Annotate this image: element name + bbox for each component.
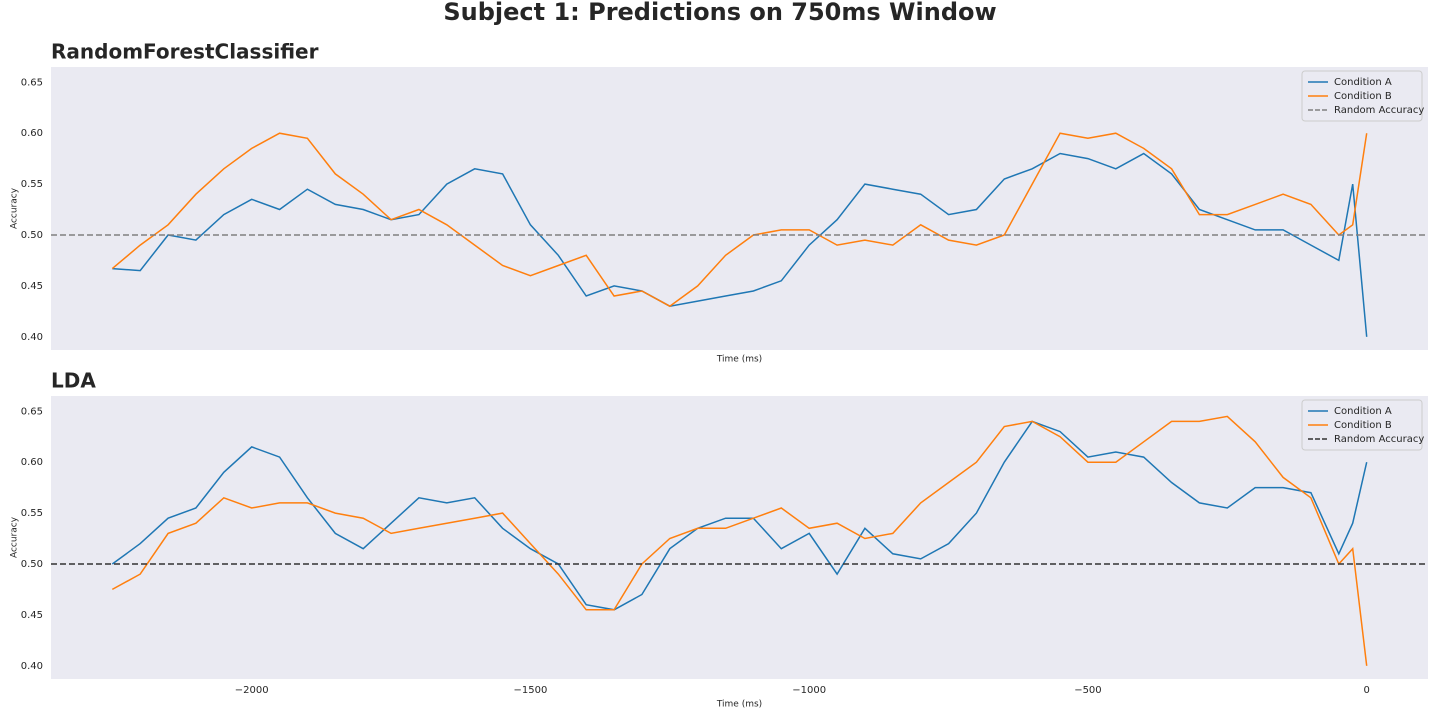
x-tick-label: −500 — [1074, 685, 1101, 696]
y-axis-label: Accuracy — [10, 187, 20, 229]
legend-label: Random Accuracy — [1334, 105, 1424, 116]
x-tick-label: −1000 — [792, 685, 826, 696]
legend-label: Condition A — [1334, 406, 1392, 417]
legend-label: Condition B — [1334, 420, 1392, 431]
x-axis-label: Time (ms) — [716, 700, 762, 710]
plot-area — [51, 67, 1428, 350]
y-tick-label: 0.65 — [21, 77, 43, 88]
x-tick-label: −2000 — [235, 685, 269, 696]
x-tick-label: −1500 — [514, 685, 548, 696]
y-tick-label: 0.60 — [21, 457, 43, 468]
y-tick-label: 0.40 — [21, 661, 43, 672]
y-tick-label: 0.50 — [21, 559, 43, 570]
y-tick-label: 0.65 — [21, 406, 43, 417]
figure-title: Subject 1: Predictions on 750ms Window — [443, 0, 996, 26]
y-tick-label: 0.40 — [21, 332, 43, 343]
legend-label: Random Accuracy — [1334, 434, 1424, 445]
y-tick-label: 0.45 — [21, 610, 43, 621]
axes-title: LDA — [51, 369, 96, 393]
x-axis-label: Time (ms) — [716, 355, 762, 365]
y-tick-label: 0.60 — [21, 128, 43, 139]
legend-label: Condition B — [1334, 91, 1392, 102]
legend-box — [1301, 70, 1423, 122]
x-tick-label: 0 — [1363, 685, 1369, 696]
axes-title: RandomForestClassifier — [51, 40, 319, 64]
data-line — [112, 152, 1368, 337]
legend-box — [1301, 399, 1423, 451]
y-tick-label: 0.55 — [21, 508, 43, 519]
y-tick-label: 0.50 — [21, 230, 43, 241]
data-line — [111, 415, 1368, 666]
y-tick-label: 0.45 — [21, 281, 43, 292]
y-axis-label: Accuracy — [10, 516, 20, 558]
y-tick-label: 0.55 — [21, 179, 43, 190]
legend-label: Condition A — [1334, 77, 1392, 88]
plot-area — [51, 396, 1428, 679]
